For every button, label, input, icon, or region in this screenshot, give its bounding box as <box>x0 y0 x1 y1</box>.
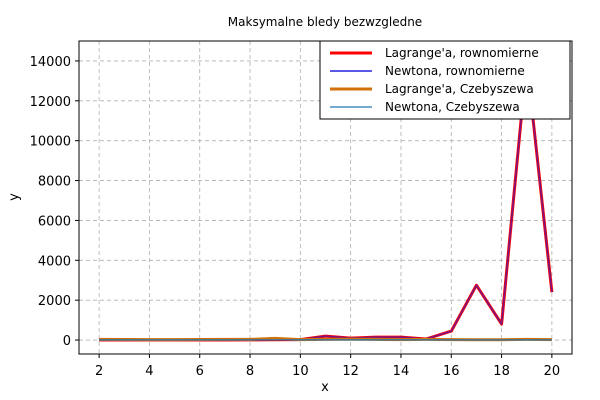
series-layer <box>99 59 554 342</box>
y-tick-label: 0 <box>63 334 71 349</box>
y-tick-label: 10000 <box>30 135 71 150</box>
x-tick-label: 2 <box>95 364 103 379</box>
x-tick-label: 14 <box>393 364 410 379</box>
legend-label: Newtona, Czebyszewa <box>385 100 520 114</box>
y-axis-label: y <box>7 193 22 201</box>
x-tick-label: 18 <box>493 364 510 379</box>
y-tick-label: 6000 <box>38 214 71 229</box>
x-tick-label: 6 <box>196 364 204 379</box>
y-tick-label: 4000 <box>38 254 71 269</box>
x-tick-label: 10 <box>292 364 309 379</box>
x-tick-label: 16 <box>443 364 460 379</box>
y-tick-label: 14000 <box>30 55 71 70</box>
ticks: 2 4 6 8 10 12 14 16 18 20 0 2000 4000 6000 8000 10000 12… <box>30 55 561 379</box>
x-axis-label: x <box>321 380 329 395</box>
x-tick-label: 8 <box>246 364 254 379</box>
legend: Lagrange'a, rownomierne Newtona, rownomie… <box>319 40 571 120</box>
y-tick-label: 8000 <box>38 175 71 190</box>
x-tick-label: 12 <box>342 364 359 379</box>
x-tick-label: 20 <box>544 364 561 379</box>
y-tick-label: 2000 <box>38 294 71 309</box>
chart-title: Maksymalne bledy bezwzgledne <box>228 15 422 29</box>
legend-label: Newtona, rownomierne <box>385 64 525 78</box>
y-tick-label: 12000 <box>30 95 71 110</box>
legend-label: Lagrange'a, Czebyszewa <box>385 82 534 96</box>
x-tick-label: 4 <box>145 364 153 379</box>
legend-label: Lagrange'a, rownomierne <box>385 46 539 60</box>
